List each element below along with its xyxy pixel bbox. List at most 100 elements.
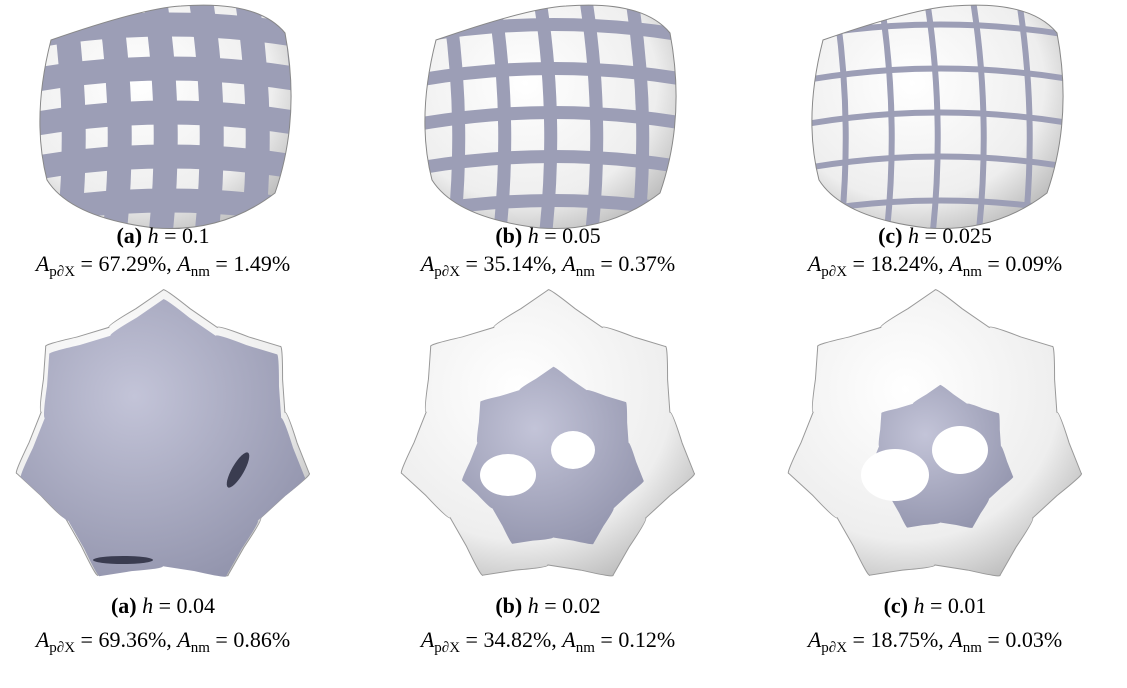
symbol: h — [142, 593, 154, 618]
band-vertical — [1060, 5, 1064, 229]
subscript: p∂X — [49, 640, 76, 656]
caption-stats: Ap∂X = 69.36%, Anm = 0.86% — [0, 626, 353, 656]
caption-title: (c) h = 0.025 — [745, 222, 1125, 250]
blob-coverage — [20, 299, 306, 577]
band-horizontal — [424, 105, 677, 133]
subscript: p∂X — [49, 264, 76, 280]
stat-value: 0.12% — [618, 627, 676, 652]
stat-value: 67.29% — [98, 251, 167, 276]
caption-title: (b) h = 0.05 — [358, 222, 738, 250]
subscript: nm — [190, 264, 210, 280]
symbol: A — [949, 627, 963, 652]
separator: , — [938, 251, 944, 276]
symbol: A — [35, 627, 50, 652]
caption-stats: Ap∂X = 18.24%, Anm = 0.09% — [745, 250, 1125, 280]
subscript: p∂X — [821, 264, 848, 280]
caption-stats: Ap∂X = 34.82%, Anm = 0.12% — [358, 626, 738, 656]
equals: = — [215, 627, 228, 652]
symbol: A — [562, 627, 576, 652]
hole — [480, 454, 536, 496]
caption-title: (a) h = 0.1 — [0, 222, 353, 250]
equals: = — [987, 251, 1000, 276]
caption-title: (c) h = 0.01 — [745, 592, 1125, 620]
symbol: A — [35, 251, 50, 276]
stat-value: 18.24% — [870, 251, 939, 276]
stat-value: 35.14% — [483, 251, 552, 276]
equals: = — [600, 627, 613, 652]
band-horizontal — [424, 149, 677, 177]
separator: , — [166, 251, 172, 276]
subscript: nm — [190, 640, 210, 656]
subscript: p∂X — [821, 640, 848, 656]
mark — [226, 452, 250, 488]
symbol: h — [913, 593, 925, 618]
separator: , — [166, 627, 172, 652]
band-vertical — [968, 5, 987, 229]
h-value: 0.02 — [562, 593, 601, 618]
caption-stats: Ap∂X = 35.14%, Anm = 0.37% — [358, 250, 738, 280]
cube-outline — [811, 4, 1064, 230]
separator: , — [938, 627, 944, 652]
subscript: p∂X — [434, 264, 461, 280]
grid-bands — [811, 5, 1064, 229]
h-value: 0.025 — [942, 223, 992, 248]
panel-tag: (a) — [116, 223, 143, 248]
stat-value: 34.82% — [483, 627, 552, 652]
band-vertical — [400, 0, 413, 248]
h-value: 0.05 — [562, 223, 601, 248]
band-vertical — [279, 5, 292, 229]
band-vertical — [15, 0, 28, 248]
stat-value: 0.03% — [1005, 627, 1063, 652]
separator: , — [551, 627, 557, 652]
panel-tag: (b) — [495, 593, 523, 618]
equals: = — [80, 627, 93, 652]
caption-title: (b) h = 0.02 — [358, 592, 738, 620]
panel-tag: (a) — [110, 593, 137, 618]
grid-bands — [15, 0, 292, 248]
equals: = — [158, 593, 172, 618]
caption-title: (a) h = 0.04 — [0, 592, 353, 620]
h-value: 0.04 — [176, 593, 216, 618]
equals: = — [600, 251, 613, 276]
panel-tag: (c) — [878, 223, 903, 248]
h-value: 0.1 — [182, 223, 210, 248]
symbol: A — [807, 251, 822, 276]
band-vertical — [187, 5, 224, 229]
equals: = — [930, 593, 943, 618]
symbol: A — [420, 251, 435, 276]
band-vertical — [876, 5, 895, 229]
symbol: h — [527, 593, 539, 618]
hole — [932, 426, 988, 474]
symbol: h — [147, 223, 159, 248]
equals: = — [544, 223, 557, 248]
hole — [551, 431, 595, 469]
subscript: nm — [575, 264, 595, 280]
symbol: A — [420, 627, 435, 652]
stat-value: 69.36% — [98, 627, 167, 652]
equals: = — [465, 627, 478, 652]
panel-tag: (b) — [495, 223, 523, 248]
stat-value: 0.37% — [618, 251, 676, 276]
equals: = — [164, 223, 177, 248]
band-horizontal — [811, 153, 1064, 173]
equals: = — [544, 593, 557, 618]
band-horizontal — [811, 109, 1064, 129]
stat-value: 18.75% — [870, 627, 939, 652]
band-vertical — [669, 5, 677, 229]
stat-value: 0.09% — [1005, 251, 1063, 276]
separator: , — [551, 251, 557, 276]
caption-stats: Ap∂X = 67.29%, Anm = 1.49% — [0, 250, 353, 280]
symbol: A — [949, 251, 963, 276]
mark — [93, 556, 153, 564]
symbol: h — [908, 223, 919, 248]
hole — [861, 449, 929, 501]
band-vertical — [922, 5, 941, 229]
equals: = — [852, 251, 865, 276]
equals: = — [987, 627, 1000, 652]
symbol: A — [562, 251, 576, 276]
h-value: 0.01 — [947, 593, 987, 618]
symbol: A — [177, 251, 191, 276]
symbol: h — [527, 223, 539, 248]
